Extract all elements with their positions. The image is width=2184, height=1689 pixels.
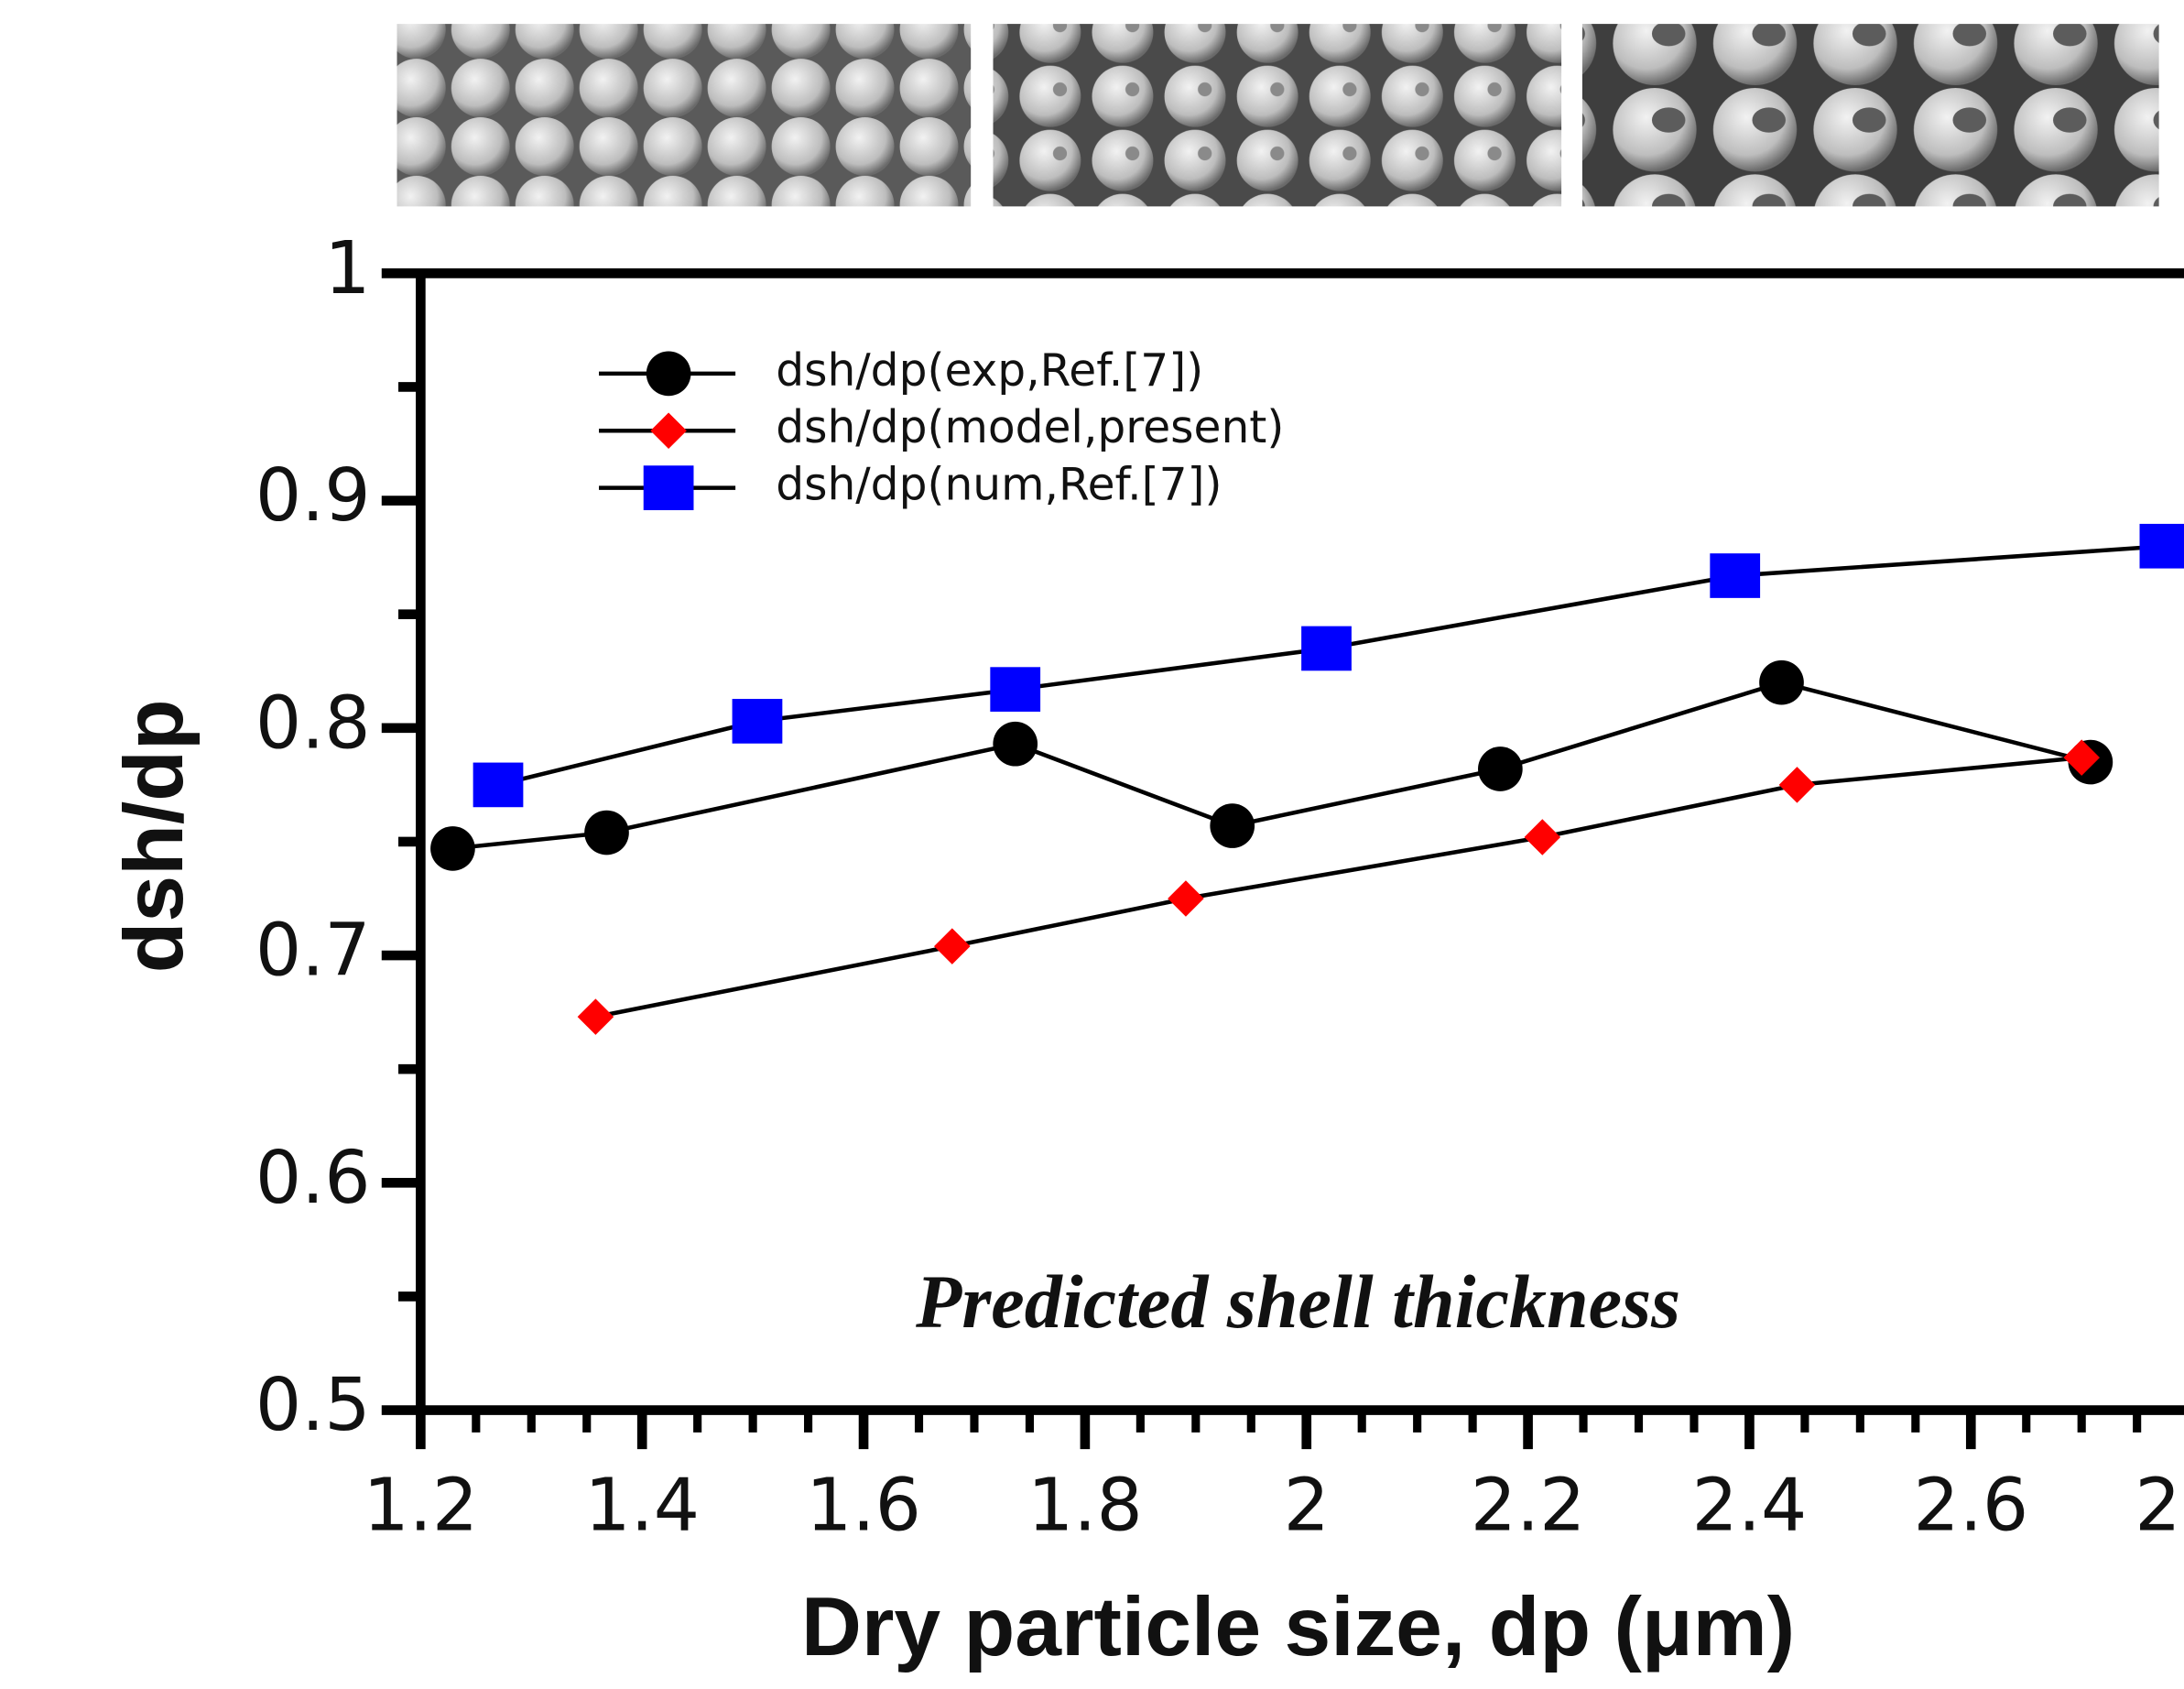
marker (1525, 819, 1561, 855)
marker (1779, 767, 1816, 803)
x-tick-label: 1.6 (806, 1464, 921, 1548)
marker (1710, 553, 1760, 598)
series-line (595, 757, 2081, 1017)
legend-label: dsh/dp(model,present) (776, 402, 1284, 453)
x-tick-label: 1.4 (584, 1464, 700, 1548)
x-axis-label: Dry particle size, dp (μm) (801, 1580, 1795, 1673)
marker (1168, 880, 1204, 917)
marker (2140, 524, 2184, 569)
page: {"chart_data": { "type": "line", "x_labe… (0, 0, 2184, 1689)
y-tick-label: 0.9 (255, 453, 371, 538)
marker (430, 826, 475, 871)
marker (1478, 746, 1523, 791)
sem-images (397, 24, 2158, 206)
x-tick-label: 2 (1284, 1464, 1330, 1548)
marker (584, 811, 629, 855)
legend-label: dsh/dp(exp,Ref.[7]) (776, 345, 1203, 397)
marker (473, 763, 524, 808)
sem-image (1582, 24, 2159, 206)
marker (934, 928, 971, 964)
marker (993, 722, 1038, 767)
x-tick-label: 2.4 (1692, 1464, 1808, 1548)
marker (1759, 660, 1804, 705)
marker (578, 998, 614, 1035)
y-tick-label: 0.8 (255, 681, 371, 765)
y-axis-label: dsh/dp (107, 699, 201, 973)
marker (990, 667, 1040, 712)
x-tick-label: 2.8 (2135, 1464, 2184, 1548)
sem-image (994, 24, 1562, 206)
chart: Predicted shell thickness Dry particle s… (0, 0, 2184, 1689)
series-line (452, 682, 2090, 848)
marker (650, 412, 687, 449)
legend-label: dsh/dp(num,Ref.[7]) (776, 460, 1222, 511)
y-tick-label: 0.7 (255, 909, 371, 993)
marker (644, 465, 694, 510)
marker (733, 699, 783, 744)
marker (647, 352, 691, 397)
sem-image (397, 24, 971, 206)
y-tick-label: 1 (324, 226, 370, 311)
marker (1210, 803, 1255, 848)
x-tick-label: 1.2 (363, 1464, 478, 1548)
marker (1301, 627, 1352, 671)
x-tick-label: 1.8 (1027, 1464, 1143, 1548)
y-tick-label: 0.6 (255, 1136, 371, 1220)
x-tick-label: 2.6 (1913, 1464, 2028, 1548)
annotation: Predicted shell thickness (915, 1260, 1680, 1344)
x-tick-label: 2.2 (1471, 1464, 1586, 1548)
y-tick-label: 0.5 (255, 1363, 371, 1447)
